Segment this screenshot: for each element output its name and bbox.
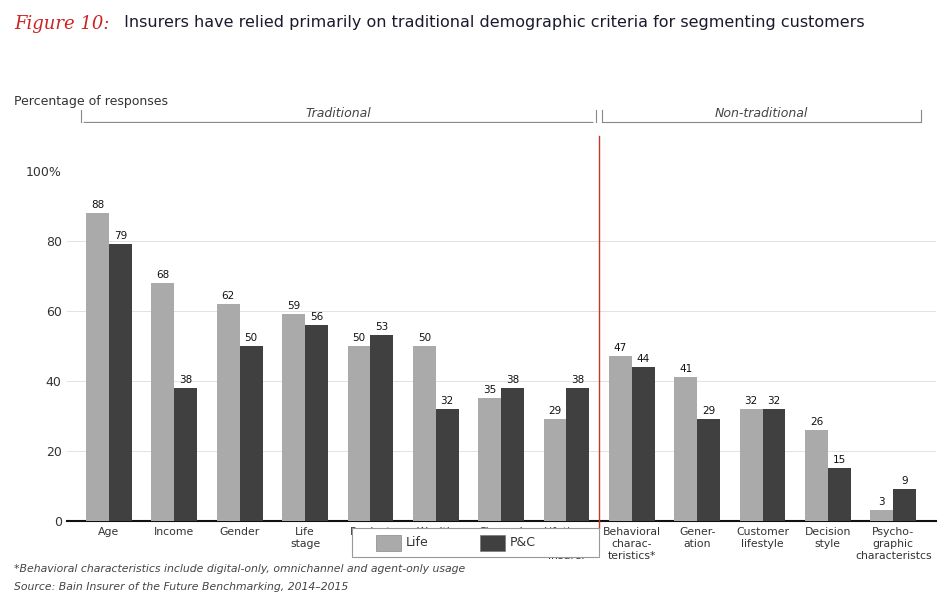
Bar xyxy=(151,283,175,521)
Bar xyxy=(109,244,132,521)
Text: 59: 59 xyxy=(287,301,300,311)
Text: 62: 62 xyxy=(221,291,235,301)
Text: 32: 32 xyxy=(745,395,758,406)
Bar xyxy=(566,387,589,521)
Bar xyxy=(305,325,328,521)
Text: 3: 3 xyxy=(879,497,885,507)
Bar xyxy=(370,335,393,521)
Bar xyxy=(175,387,198,521)
Text: 44: 44 xyxy=(636,354,650,363)
Bar xyxy=(502,387,524,521)
Bar xyxy=(632,367,655,521)
Text: 38: 38 xyxy=(571,375,584,385)
Bar xyxy=(740,408,763,521)
Bar xyxy=(217,304,239,521)
Text: 35: 35 xyxy=(483,385,496,395)
Bar xyxy=(763,408,786,521)
Text: Source: Bain Insurer of the Future Benchmarking, 2014–2015: Source: Bain Insurer of the Future Bench… xyxy=(14,582,349,592)
Text: Non-traditional: Non-traditional xyxy=(715,107,808,120)
Text: 15: 15 xyxy=(833,455,846,465)
Bar xyxy=(86,213,109,521)
Text: Traditional: Traditional xyxy=(306,107,371,120)
Text: Q: “Which criteria do you use to define and assess customer segments?”: Q: “Which criteria do you use to define … xyxy=(224,68,731,83)
Bar xyxy=(697,419,720,521)
Text: Percentage of responses: Percentage of responses xyxy=(14,95,168,108)
Text: 68: 68 xyxy=(157,270,169,280)
Text: Figure 10:: Figure 10: xyxy=(14,15,110,33)
Text: 32: 32 xyxy=(441,395,454,406)
Text: 29: 29 xyxy=(548,406,561,416)
Text: 50: 50 xyxy=(244,333,257,342)
Text: 41: 41 xyxy=(679,364,693,375)
Text: 9: 9 xyxy=(902,476,908,486)
Text: 29: 29 xyxy=(702,406,715,416)
Bar xyxy=(893,489,916,521)
Bar xyxy=(413,346,436,521)
Text: 38: 38 xyxy=(180,375,193,385)
Bar xyxy=(805,429,827,521)
Bar xyxy=(436,408,459,521)
Text: Life: Life xyxy=(406,536,428,549)
Text: 88: 88 xyxy=(91,200,104,209)
Bar xyxy=(376,535,401,551)
Text: 79: 79 xyxy=(114,231,127,241)
Text: *Behavioral characteristics include digital-only, omnichannel and agent-only usa: *Behavioral characteristics include digi… xyxy=(14,564,466,573)
Bar xyxy=(478,398,502,521)
Text: 56: 56 xyxy=(310,312,323,322)
Text: 53: 53 xyxy=(375,322,389,332)
Bar xyxy=(239,346,262,521)
Bar xyxy=(674,377,697,521)
Bar xyxy=(827,468,851,521)
Bar xyxy=(348,346,370,521)
Text: 38: 38 xyxy=(506,375,520,385)
Bar xyxy=(282,314,305,521)
Text: 26: 26 xyxy=(809,416,823,427)
Bar xyxy=(870,510,893,521)
Text: 47: 47 xyxy=(614,343,627,353)
Text: 32: 32 xyxy=(768,395,781,406)
Text: 50: 50 xyxy=(418,333,431,342)
Text: Insurers have relied primarily on traditional demographic criteria for segmentin: Insurers have relied primarily on tradit… xyxy=(119,15,864,30)
Bar xyxy=(543,419,566,521)
Text: 50: 50 xyxy=(352,333,366,342)
Bar xyxy=(609,356,632,521)
Text: P&C: P&C xyxy=(509,536,536,549)
Bar xyxy=(480,535,504,551)
